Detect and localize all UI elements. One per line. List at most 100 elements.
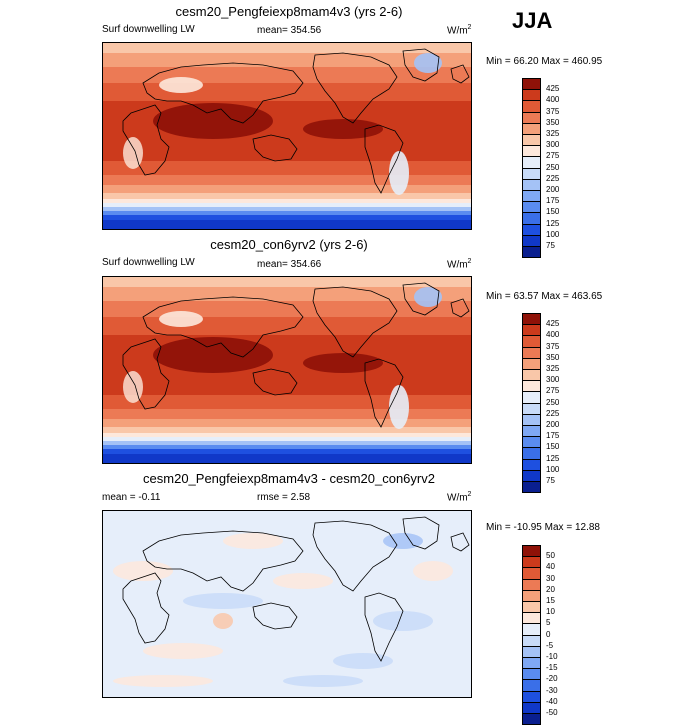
colorbar-tick-label: 350	[546, 117, 560, 127]
colorbar-box	[522, 447, 541, 460]
colorbar-box	[522, 578, 541, 591]
coastline	[252, 134, 298, 162]
colorbar-box	[522, 89, 541, 102]
colorbar-box	[522, 324, 541, 337]
colorbar-tick-label: 200	[546, 420, 560, 429]
panel2-minmax: Min = 63.57 Max = 463.65	[486, 291, 603, 302]
colorbar-tick-label: 175	[546, 196, 560, 206]
coastline	[122, 104, 170, 176]
panel2-map	[102, 276, 472, 464]
colorbar-tick-label: -15	[546, 663, 558, 673]
coastline	[252, 368, 298, 396]
colorbar-tick-label: 325	[546, 364, 560, 373]
colorbar-tick-label: 400	[546, 95, 560, 105]
panel1-units: W/m2	[447, 24, 472, 37]
colorbar-box	[522, 679, 541, 692]
colorbar-tick-label: 200	[546, 185, 560, 194]
colorbar-tick-label: 275	[546, 151, 560, 161]
coastline	[450, 64, 470, 84]
panel3-mean-label: mean = -0.11	[102, 492, 161, 503]
colorbar-box	[522, 100, 541, 113]
panel1-title: cesm20_Pengfeiexp8mam4v3 (yrs 2-6)	[175, 4, 403, 19]
panel1-variable-label: Surf downwelling LW	[102, 24, 195, 35]
colorbar-tick-label: 75	[546, 241, 555, 250]
colorbar-box	[522, 601, 541, 614]
colorbar-box	[522, 657, 541, 670]
panel3-map	[102, 510, 472, 698]
coastline	[312, 52, 398, 124]
panel3-units: W/m2	[447, 491, 472, 504]
colorbar-tick-label: 175	[546, 431, 560, 441]
colorbar-tick-label: 325	[546, 129, 560, 138]
coastline	[402, 516, 440, 550]
panel1-mean-label: mean= 354.56	[257, 25, 322, 36]
colorbar-box	[522, 145, 541, 158]
panel2-mean-label: mean= 354.66	[257, 259, 322, 270]
colorbar-box	[522, 589, 541, 602]
colorbar-box	[522, 223, 541, 236]
colorbar-tick-label: 15	[546, 596, 555, 605]
colorbar-tick-label: 425	[546, 84, 560, 94]
colorbar-tick-label: 75	[546, 476, 555, 485]
colorbar-box	[522, 645, 541, 658]
panel2-title: cesm20_con6yrv2 (yrs 2-6)	[210, 237, 368, 252]
colorbar-box	[522, 413, 541, 426]
colorbar-box	[522, 346, 541, 359]
coastline	[402, 48, 440, 82]
colorbar-tick-label: 250	[546, 162, 560, 172]
colorbar-box	[522, 668, 541, 681]
colorbar-tick-label: 125	[546, 218, 560, 228]
colorbar-tick-label: 425	[546, 319, 560, 329]
colorbar-box	[522, 690, 541, 703]
panel3-title: cesm20_Pengfeiexp8mam4v3 - cesm20_con6yr…	[143, 471, 435, 486]
colorbar-box	[522, 111, 541, 124]
colorbar-tick-label: 5	[546, 618, 551, 628]
colorbar-box	[522, 391, 541, 404]
coastline	[450, 298, 470, 318]
colorbar-box	[522, 425, 541, 438]
colorbar-tick-label: -5	[546, 640, 554, 650]
colorbar-tick-label: 300	[546, 375, 560, 385]
coastline	[450, 532, 470, 552]
colorbar-tick-label: -50	[546, 708, 558, 717]
colorbar-box	[522, 190, 541, 203]
colorbar-tick-label: 40	[546, 562, 555, 572]
colorbar-tick-label: 400	[546, 330, 560, 340]
season-label: JJA	[512, 8, 553, 33]
colorbar-box	[522, 134, 541, 147]
colorbar-tick-label: -10	[546, 652, 558, 661]
coastline	[402, 282, 440, 316]
colorbar-box	[522, 335, 541, 348]
colorbar-tick-label: 50	[546, 551, 555, 561]
colorbar-tick-label: 150	[546, 442, 560, 452]
colorbar-tick-label: 125	[546, 453, 560, 463]
colorbar-box	[522, 201, 541, 214]
coastline	[122, 338, 170, 410]
colorbar-tick-label: 150	[546, 207, 560, 217]
panel3-rmse-label: rmse = 2.58	[257, 492, 311, 503]
coastline	[364, 592, 404, 662]
map-field	[103, 511, 471, 697]
colorbar-tick-label: 275	[546, 386, 560, 396]
colorbar-box	[522, 458, 541, 471]
colorbar-box	[522, 713, 541, 725]
panel2-units: W/m2	[447, 258, 472, 271]
panel3-minmax: Min = -10.95 Max = 12.88	[486, 522, 600, 533]
colorbar-tick-label: 225	[546, 408, 560, 418]
colorbar-box	[522, 623, 541, 636]
colorbar-box	[522, 122, 541, 135]
colorbar-box	[522, 556, 541, 569]
colorbar-box	[522, 634, 541, 647]
map-field	[103, 277, 471, 463]
colorbar-box	[522, 436, 541, 449]
colorbar-tick-label: -30	[546, 685, 558, 695]
colorbar-box	[522, 612, 541, 625]
colorbar-box	[522, 369, 541, 382]
colorbar-box	[522, 567, 541, 580]
colorbar-box	[522, 357, 541, 370]
colorbar-box	[522, 313, 541, 326]
map-field	[103, 43, 471, 229]
colorbar-box	[522, 402, 541, 415]
colorbar-tick-label: 100	[546, 229, 560, 239]
colorbar-tick-label: 10	[546, 607, 555, 617]
